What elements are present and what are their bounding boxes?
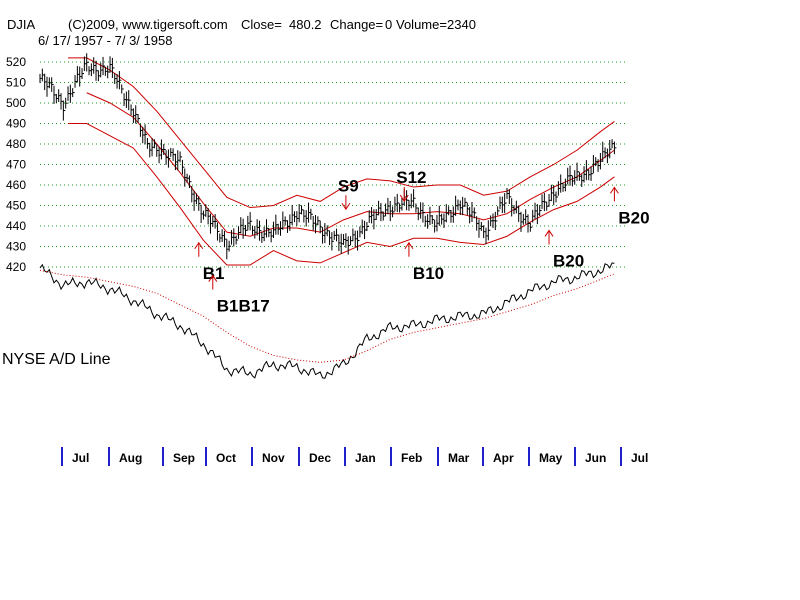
lower-band-line (68, 123, 615, 266)
signal-label: B20 (553, 251, 584, 270)
signal-b20-5: B20 (544, 229, 584, 270)
header-volume-value: 2340 (447, 17, 476, 32)
month-label: Apr (493, 451, 514, 465)
month-label: Oct (216, 451, 236, 465)
header-close-value: 480.2 (289, 17, 322, 32)
month-label: Dec (309, 451, 331, 465)
y-tick-label: 520 (6, 55, 26, 69)
sell-arrow-head (399, 194, 409, 202)
header-change-value: 0 (385, 17, 392, 32)
header-volume-label: Volume= (396, 17, 447, 32)
y-tick-label: 430 (6, 240, 26, 254)
y-tick-label: 420 (6, 260, 26, 274)
signal-label: B10 (413, 264, 444, 283)
chart-header: DJIA (C)2009, www.tigersoft.com Close= 4… (7, 17, 476, 48)
header-change-label: Change= (330, 17, 383, 32)
month-label: Mar (448, 451, 470, 465)
buy-arrow-head (194, 241, 204, 250)
header-ticker: DJIA (7, 17, 36, 32)
ad-panel-title: NYSE A/D Line (2, 351, 111, 368)
signal-s12-1: S12 (396, 168, 427, 202)
signal-label: B1 (203, 264, 225, 283)
price-layer (39, 53, 617, 260)
signal-label: B20 (618, 208, 649, 227)
month-label: Jun (585, 451, 606, 465)
y-tick-label: 450 (6, 199, 26, 213)
upper-band-line (68, 57, 615, 209)
band-layer (68, 57, 615, 266)
y-tick-label: 440 (6, 219, 26, 233)
signal-label: S12 (396, 168, 426, 187)
y-tick-label: 470 (6, 158, 26, 172)
y-tick-label: 460 (6, 178, 26, 192)
y-tick-label: 500 (6, 96, 26, 110)
signal-b10-4: B10 (404, 241, 444, 283)
header-close-label: Close= (241, 17, 282, 32)
signal-label: B1B17 (217, 297, 270, 316)
month-label: Jan (355, 451, 376, 465)
month-label: Jul (631, 451, 648, 465)
buy-arrow-head (544, 229, 554, 237)
y-tick-label: 510 (6, 76, 26, 90)
buy-arrow-head (609, 186, 619, 194)
buy-arrow-head (404, 241, 414, 250)
ad-line-panel: NYSE A/D Line (2, 262, 615, 379)
month-label: May (539, 451, 563, 465)
header-copyright: (C)2009, www.tigersoft.com (68, 17, 228, 32)
signal-b1b17-3: B1B17 (208, 274, 270, 316)
signal-layer: S9 S12 B1 B1B17 B10 B20 B20 (194, 168, 650, 316)
month-label: Feb (401, 451, 422, 465)
signal-b20-6: B20 (609, 186, 650, 227)
month-label: Sep (173, 451, 195, 465)
signal-b1-2: B1 (194, 241, 225, 283)
y-tick-label: 480 (6, 137, 26, 151)
middle-band-line (86, 92, 615, 237)
y-tick-labels: 520 510 500 490 480 470 460 450 440 430 420 (6, 55, 26, 274)
month-label: Aug (119, 451, 142, 465)
ad-moving-average-line (39, 269, 615, 363)
y-tick-label: 490 (6, 117, 26, 131)
signal-s9-0: S9 (338, 176, 359, 211)
buy-arrow-head (208, 274, 218, 282)
sell-arrow-head (341, 202, 351, 211)
ad-line (39, 262, 615, 379)
signal-label: S9 (338, 176, 359, 195)
month-label: Nov (262, 451, 285, 465)
header-date-range: 6/ 17/ 1957 - 7/ 3/ 1958 (38, 33, 172, 48)
month-axis: Jul Aug Sep Oct Nov Dec Jan Feb Mar Apr May Jun Jul (61, 447, 648, 466)
month-label: Jul (72, 451, 89, 465)
